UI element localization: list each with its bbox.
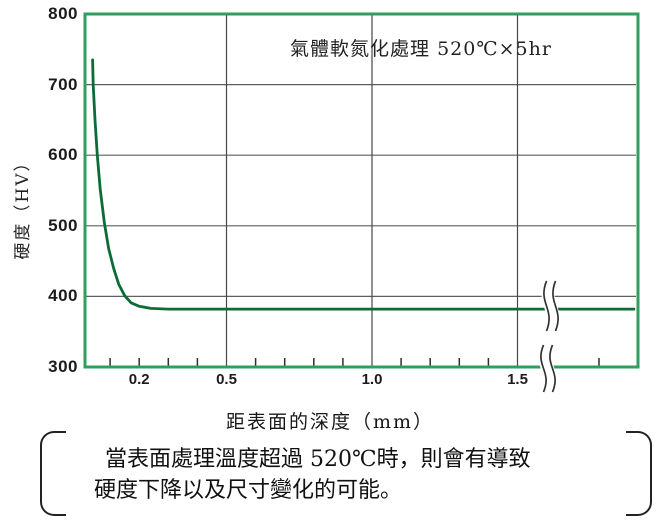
y-tick-label: 700 xyxy=(48,74,78,94)
x-tick-label: 0.5 xyxy=(216,371,237,388)
y-axis-title: 硬度（HV） xyxy=(13,152,33,260)
x-tick-label: 0.2 xyxy=(128,371,150,388)
y-tick-label: 300 xyxy=(48,357,78,376)
x-tick-label: 1.5 xyxy=(507,371,528,388)
left-bracket xyxy=(40,431,66,516)
note-line-1: 當表面處理溫度超過 520℃時，則會有導致 xyxy=(105,447,531,472)
note-line-2: 硬度下降以及尺寸變化的可能。 xyxy=(94,478,403,503)
note-text: 當表面處理溫度超過 520℃時，則會有導致 硬度下降以及尺寸變化的可能。 xyxy=(66,431,626,516)
note-box: 當表面處理溫度超過 520℃時，則會有導致 硬度下降以及尺寸變化的可能。 xyxy=(40,431,652,516)
y-tick-label: 400 xyxy=(48,286,78,306)
y-tick-label: 500 xyxy=(48,215,78,235)
y-tick-label: 600 xyxy=(48,145,78,165)
treatment-condition-annotation: 氣體軟氮化處理 520℃×5hr xyxy=(290,38,552,60)
x-tick-label: 1.0 xyxy=(361,371,383,388)
right-bracket xyxy=(626,431,652,516)
y-tick-label: 800 xyxy=(48,4,78,23)
x-axis-title: 距表面的深度（mm） xyxy=(225,411,435,433)
